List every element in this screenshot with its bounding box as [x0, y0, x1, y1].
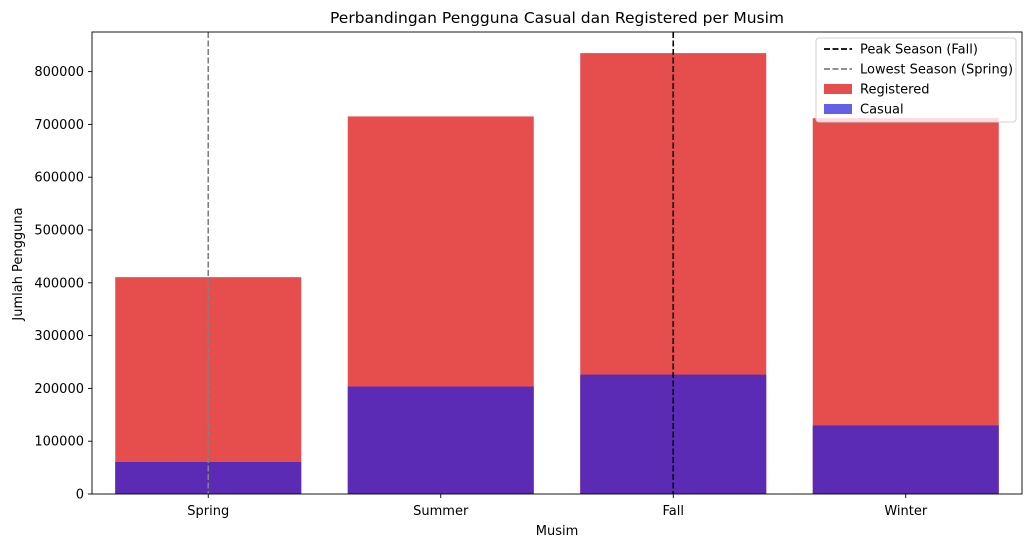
y-tick-label: 100000: [34, 435, 84, 450]
y-tick-label: 200000: [34, 382, 84, 397]
plot-area: 0 100000 200000 300000 400000 500000 600000 700…: [34, 31, 1023, 519]
bar-casual-winter: [812, 425, 999, 494]
legend: Peak Season (Fall) Lowest Season (Spring)…: [815, 37, 1017, 123]
legend-patch-swatch: [824, 84, 852, 94]
y-tick-label: 0: [76, 488, 84, 503]
chart-title: Perbandingan Pengguna Casual dan Registe…: [330, 9, 784, 27]
x-tick-label-summer: Summer: [413, 504, 469, 519]
legend-entry-label: Lowest Season (Spring): [860, 63, 1013, 78]
legend-entry-label: Casual: [860, 103, 904, 118]
legend-entry-label: Registered: [860, 83, 930, 98]
y-tick-label: 500000: [34, 224, 84, 239]
x-tick-label-winter: Winter: [884, 504, 928, 519]
x-axis-label: Musim: [536, 524, 579, 539]
x-tick-label-spring: Spring: [187, 504, 229, 519]
plot-frame: [91, 31, 1023, 495]
y-tick-label: 700000: [34, 118, 84, 133]
legend-box: [815, 37, 1017, 123]
legend-patch-swatch: [824, 104, 852, 114]
x-tick-label-fall: Fall: [663, 504, 684, 519]
y-axis-label: Jumlah Pengguna: [11, 207, 26, 321]
y-tick-label: 300000: [34, 329, 84, 344]
y-tick-label: 400000: [34, 276, 84, 291]
bar-casual-summer: [347, 386, 534, 494]
legend-entry-label: Peak Season (Fall): [860, 43, 978, 58]
y-tick-label: 800000: [34, 65, 84, 80]
y-tick-label: 600000: [34, 171, 84, 186]
